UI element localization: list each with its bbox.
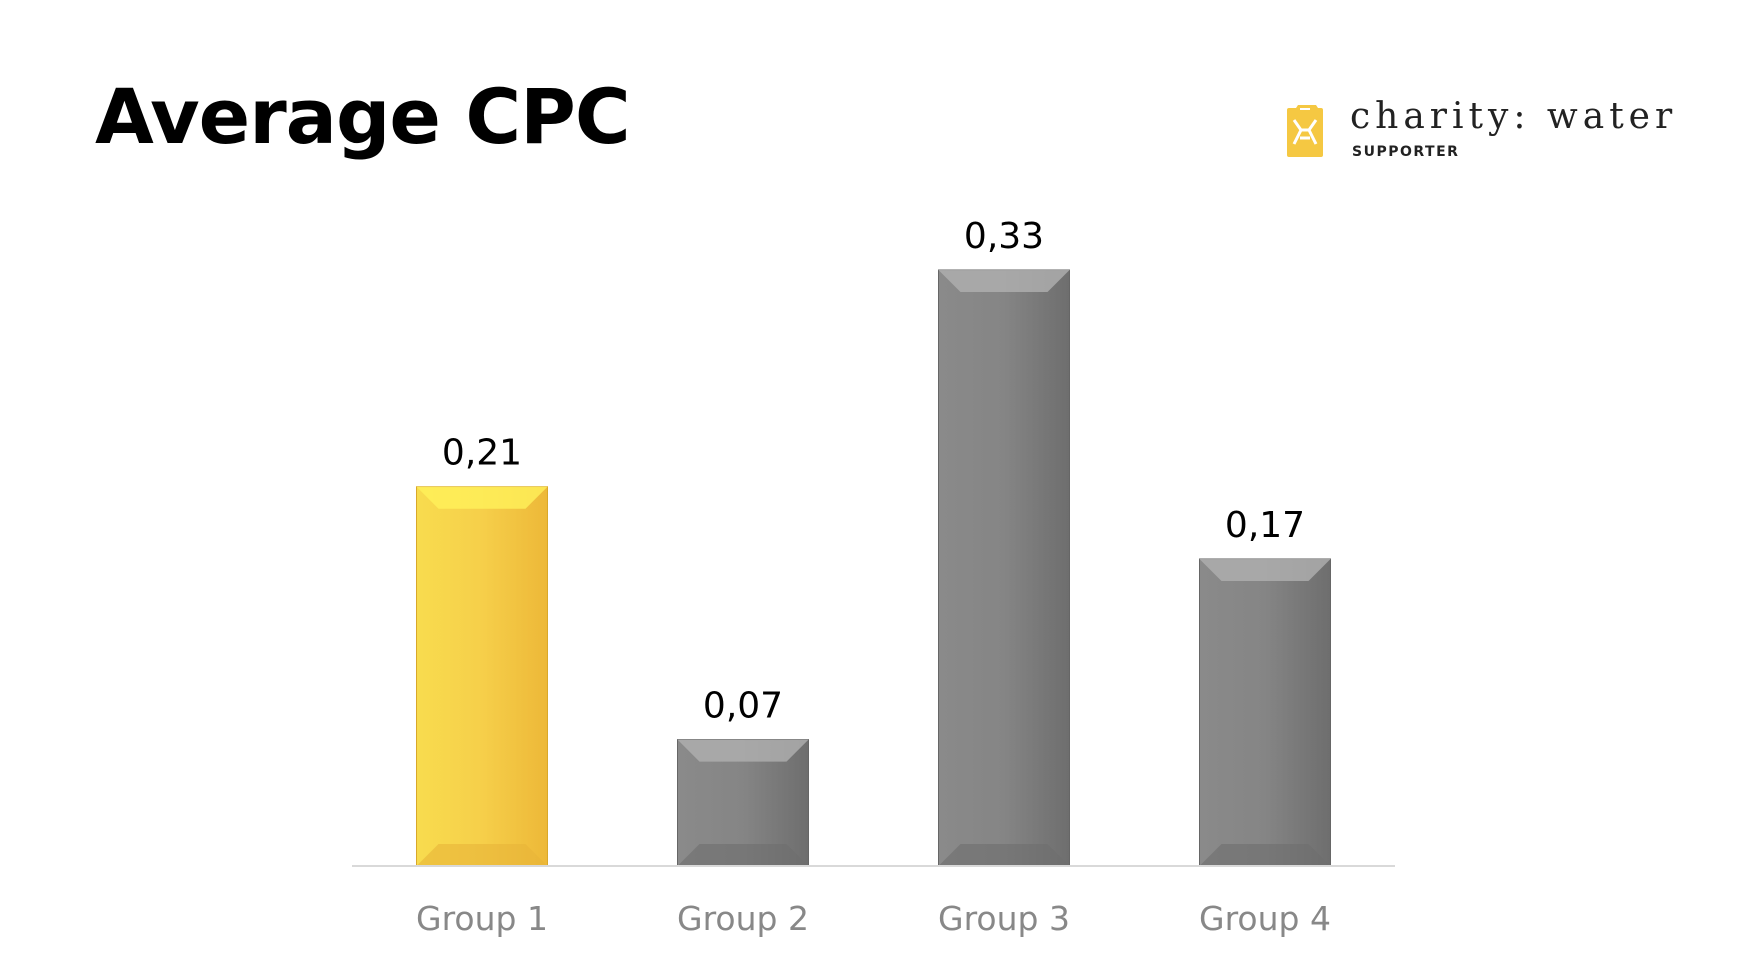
data-label: 0,33 bbox=[964, 216, 1044, 257]
bar-1 bbox=[416, 486, 548, 867]
data-label: 0,21 bbox=[442, 433, 522, 474]
bar-3 bbox=[938, 269, 1070, 867]
bar-bevel-bottom bbox=[938, 844, 1070, 866]
bar-bevel-top bbox=[938, 270, 1070, 292]
data-label: 0,17 bbox=[1225, 505, 1305, 546]
bar-bevel-bottom bbox=[416, 844, 548, 866]
bar-bevel-top bbox=[416, 486, 548, 509]
category-label: Group 4 bbox=[1199, 899, 1331, 938]
jerry-can-icon bbox=[1287, 105, 1323, 157]
bar-bevel-bottom bbox=[1199, 844, 1331, 866]
bar-bevel-top bbox=[1199, 558, 1331, 581]
category-label: Group 1 bbox=[416, 899, 548, 938]
logo-name: charity: water bbox=[1350, 96, 1678, 137]
category-label: Group 3 bbox=[938, 899, 1070, 938]
bar-4 bbox=[1199, 558, 1331, 867]
chart-title: Average CPC bbox=[95, 72, 631, 161]
category-label: Group 2 bbox=[677, 899, 809, 938]
logo-subtitle: SUPPORTER bbox=[1352, 144, 1460, 160]
data-label: 0,07 bbox=[703, 686, 783, 727]
bar-bevel-top bbox=[677, 739, 809, 762]
bar-bevel-bottom bbox=[677, 844, 809, 866]
